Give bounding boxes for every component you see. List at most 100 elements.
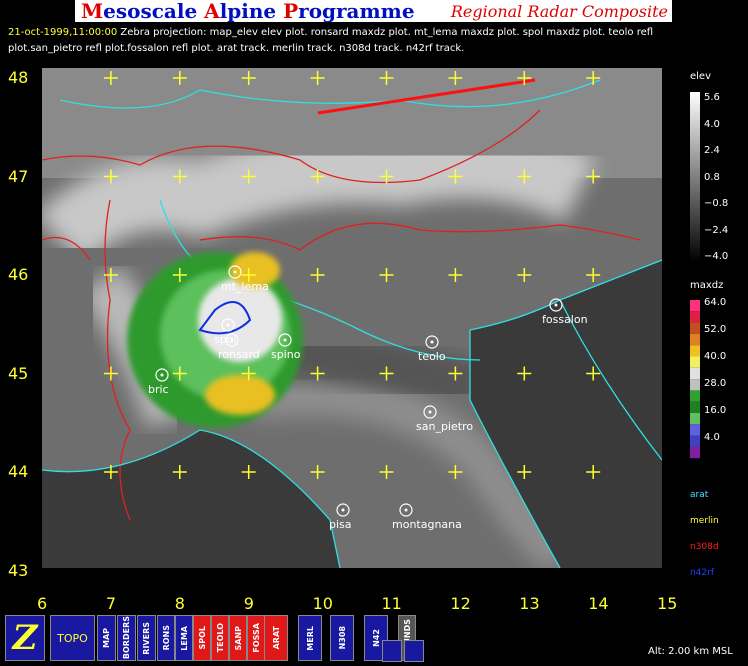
toolbar-button[interactable]: SPOL	[193, 615, 211, 661]
grid-cross	[517, 169, 532, 184]
lon-label: 9	[243, 594, 254, 613]
info-line: 21-oct-1999,11:00:00 Zebra projection: m…	[8, 27, 653, 38]
icon-button[interactable]	[382, 640, 402, 662]
elev-label: 0.8	[704, 171, 720, 183]
button-label: MERL	[305, 625, 315, 651]
grid-cross	[172, 465, 187, 479]
button-label: LEMA	[179, 625, 189, 651]
station-marker	[341, 508, 345, 512]
button-label: RONS	[161, 625, 171, 651]
grid-cross	[586, 465, 601, 479]
button-label: N42	[371, 629, 381, 647]
toolbar-button[interactable]: N42	[364, 615, 388, 661]
colorbar-swatch	[690, 345, 700, 357]
station-marker	[155, 368, 169, 382]
station-marker	[399, 503, 413, 517]
station-label: pisa	[329, 518, 352, 531]
grid-cross	[310, 71, 325, 85]
station-label: bric	[148, 383, 169, 396]
grid-cross	[517, 366, 532, 381]
station-marker	[428, 410, 432, 414]
grid-cross	[379, 465, 394, 479]
title-part: A	[204, 0, 220, 23]
maxdz-label: 40.0	[704, 351, 727, 362]
button-label: RIVERS	[142, 621, 151, 655]
toolbar-button[interactable]: SANP	[229, 615, 247, 661]
station-label: montagnana	[392, 518, 462, 531]
button-label: FOSSA	[251, 623, 261, 653]
colorbar-swatch	[690, 333, 700, 346]
grid-cross	[586, 169, 601, 184]
station-label: spol	[214, 333, 237, 346]
colorbar-swatch	[690, 367, 700, 380]
toolbar-button[interactable]: Z	[5, 615, 45, 661]
station-marker	[425, 335, 439, 349]
maxdz-title: maxdz	[690, 280, 724, 291]
lat-label: 43	[8, 560, 29, 580]
colorbar-swatch	[690, 322, 700, 334]
station-marker	[233, 270, 237, 274]
station-label: fossalon	[542, 313, 588, 326]
icon-button[interactable]	[404, 640, 424, 662]
button-label: ARAT	[271, 626, 281, 650]
grid-cross	[241, 465, 256, 479]
lon-label: 11	[381, 594, 402, 613]
toolbar-button[interactable]: MAP	[97, 615, 116, 661]
altitude: Alt: 2.00 km MSL	[648, 646, 733, 657]
subtitle: Regional Radar Composite	[450, 2, 668, 21]
info-line: plot.san_pietro refl plot.fossalon refl …	[8, 43, 465, 54]
grid-cross	[172, 71, 187, 85]
toolbar-button[interactable]: RONS	[157, 615, 175, 661]
toolbar-button[interactable]: RIVERS	[137, 615, 156, 661]
grid-cross	[379, 366, 394, 381]
station-marker	[430, 340, 434, 344]
station-marker	[336, 503, 350, 517]
radar-composite	[127, 252, 303, 428]
button-label: TEOLO	[215, 623, 225, 653]
toolbar-button[interactable]: MERL	[298, 615, 322, 661]
lat-label: 44	[8, 462, 29, 481]
station-marker	[228, 265, 242, 279]
station-marker	[160, 373, 164, 377]
grid-cross	[310, 465, 325, 479]
elev-label: −4.0	[704, 251, 729, 262]
toolbar-button[interactable]: LEMA	[175, 615, 193, 661]
elev-colorbar	[690, 92, 700, 262]
elev-label: −2.4	[704, 224, 729, 236]
toolbar-button[interactable]: TEOLO	[211, 615, 229, 661]
button-label: N308	[337, 626, 347, 650]
toolbar-button[interactable]: ARAT	[264, 615, 288, 661]
station-marker	[230, 338, 234, 342]
colorbar-swatch	[690, 446, 700, 459]
grid-cross	[310, 169, 325, 184]
track-legend: n42rf	[690, 568, 715, 578]
colorbar-swatch	[690, 379, 700, 391]
toolbar-button[interactable]: BORDERS	[117, 615, 136, 661]
station-marker	[554, 303, 558, 307]
track-legend: merlin	[690, 516, 719, 526]
grid-cross	[517, 71, 532, 85]
station-marker	[225, 333, 239, 347]
grid-cross	[172, 268, 187, 282]
track-legend: arat	[690, 490, 709, 500]
colorbar-swatch	[690, 390, 700, 402]
grid-cross	[310, 268, 325, 282]
toolbar-button[interactable]: N308	[330, 615, 354, 661]
toolbar-button[interactable]: TOPO	[50, 615, 95, 661]
lon-label: 6	[37, 594, 48, 613]
grid-cross	[103, 71, 118, 85]
lon-label: 13	[519, 594, 540, 613]
button-label: Z	[12, 618, 38, 658]
track-legend: n308d	[690, 542, 719, 552]
button-label: SPOL	[197, 626, 207, 650]
colorbar-swatch	[690, 401, 700, 413]
toolbar-button[interactable]: FOSSA	[247, 615, 265, 661]
grid-cross	[310, 366, 325, 381]
description: Zebra projection: map_elev elev plot. ro…	[117, 27, 654, 38]
grid-cross	[103, 169, 118, 184]
colorbar-swatch	[690, 300, 700, 312]
lon-label: 12	[450, 594, 471, 613]
grid-cross	[517, 465, 532, 479]
lat-label: 47	[8, 166, 29, 186]
colorbar-swatch	[690, 424, 700, 436]
